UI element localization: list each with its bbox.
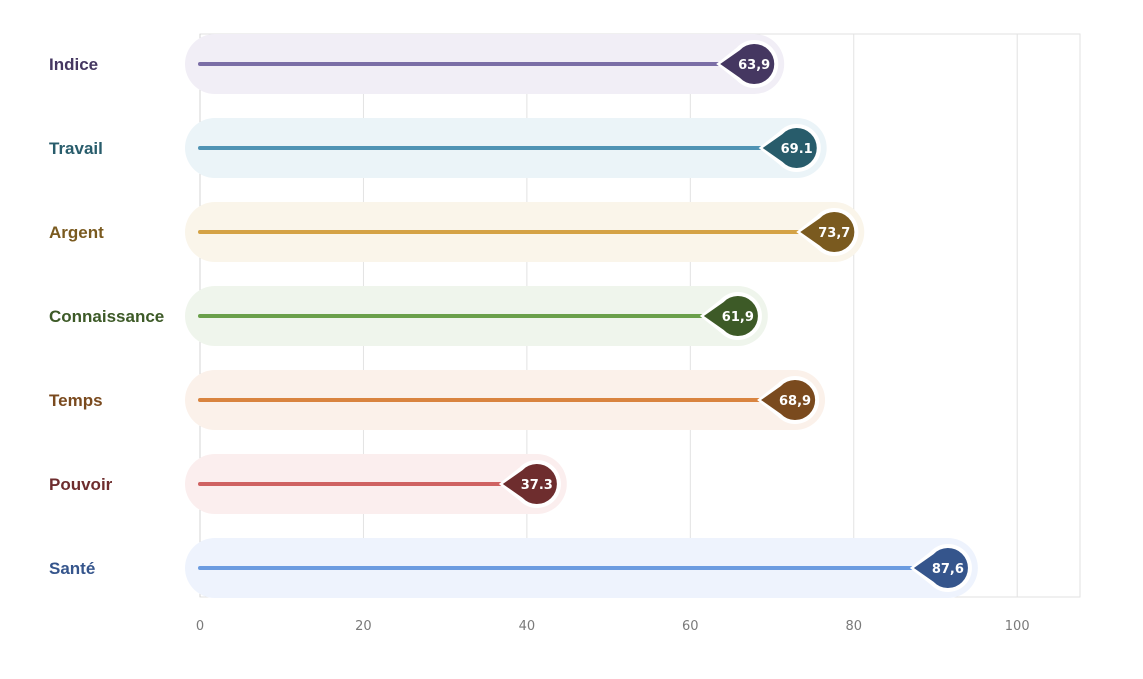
value-label: 68,9 bbox=[779, 394, 811, 409]
value-marker bbox=[502, 464, 557, 505]
bars: 63,9 69.1 73,7 61,9 68,9 37.3 87,6 bbox=[198, 39, 972, 593]
value-label: 61,9 bbox=[722, 310, 754, 325]
value-label: 69.1 bbox=[781, 142, 813, 157]
value-marker bbox=[703, 296, 758, 336]
category-label: Argent bbox=[49, 223, 104, 242]
value-marker bbox=[913, 548, 968, 588]
value-marker bbox=[800, 212, 855, 253]
value-marker bbox=[762, 128, 817, 168]
value-label: 87,6 bbox=[932, 562, 964, 577]
x-tick-label: 20 bbox=[355, 619, 372, 634]
category-label: Indice bbox=[49, 55, 98, 74]
value-marker bbox=[761, 380, 816, 420]
x-tick-label: 40 bbox=[519, 619, 536, 634]
category-labels: Indice Travail Argent Connaissance Temps Pouv… bbox=[49, 55, 164, 578]
value-label: 37.3 bbox=[521, 478, 553, 493]
x-tick-label: 0 bbox=[196, 619, 204, 634]
category-label: Connaissance bbox=[49, 307, 164, 326]
value-marker bbox=[720, 44, 775, 84]
category-label: Pouvoir bbox=[49, 475, 113, 494]
x-tick-label: 80 bbox=[845, 619, 862, 634]
x-axis-ticks: 0 20 40 60 80 100 bbox=[196, 619, 1030, 634]
category-label: Temps bbox=[49, 391, 103, 410]
x-tick-label: 100 bbox=[1005, 619, 1030, 634]
category-label: Santé bbox=[49, 559, 95, 578]
value-label: 63,9 bbox=[738, 58, 770, 73]
category-label: Travail bbox=[49, 139, 103, 158]
x-tick-label: 60 bbox=[682, 619, 699, 634]
value-label: 73,7 bbox=[818, 226, 850, 241]
